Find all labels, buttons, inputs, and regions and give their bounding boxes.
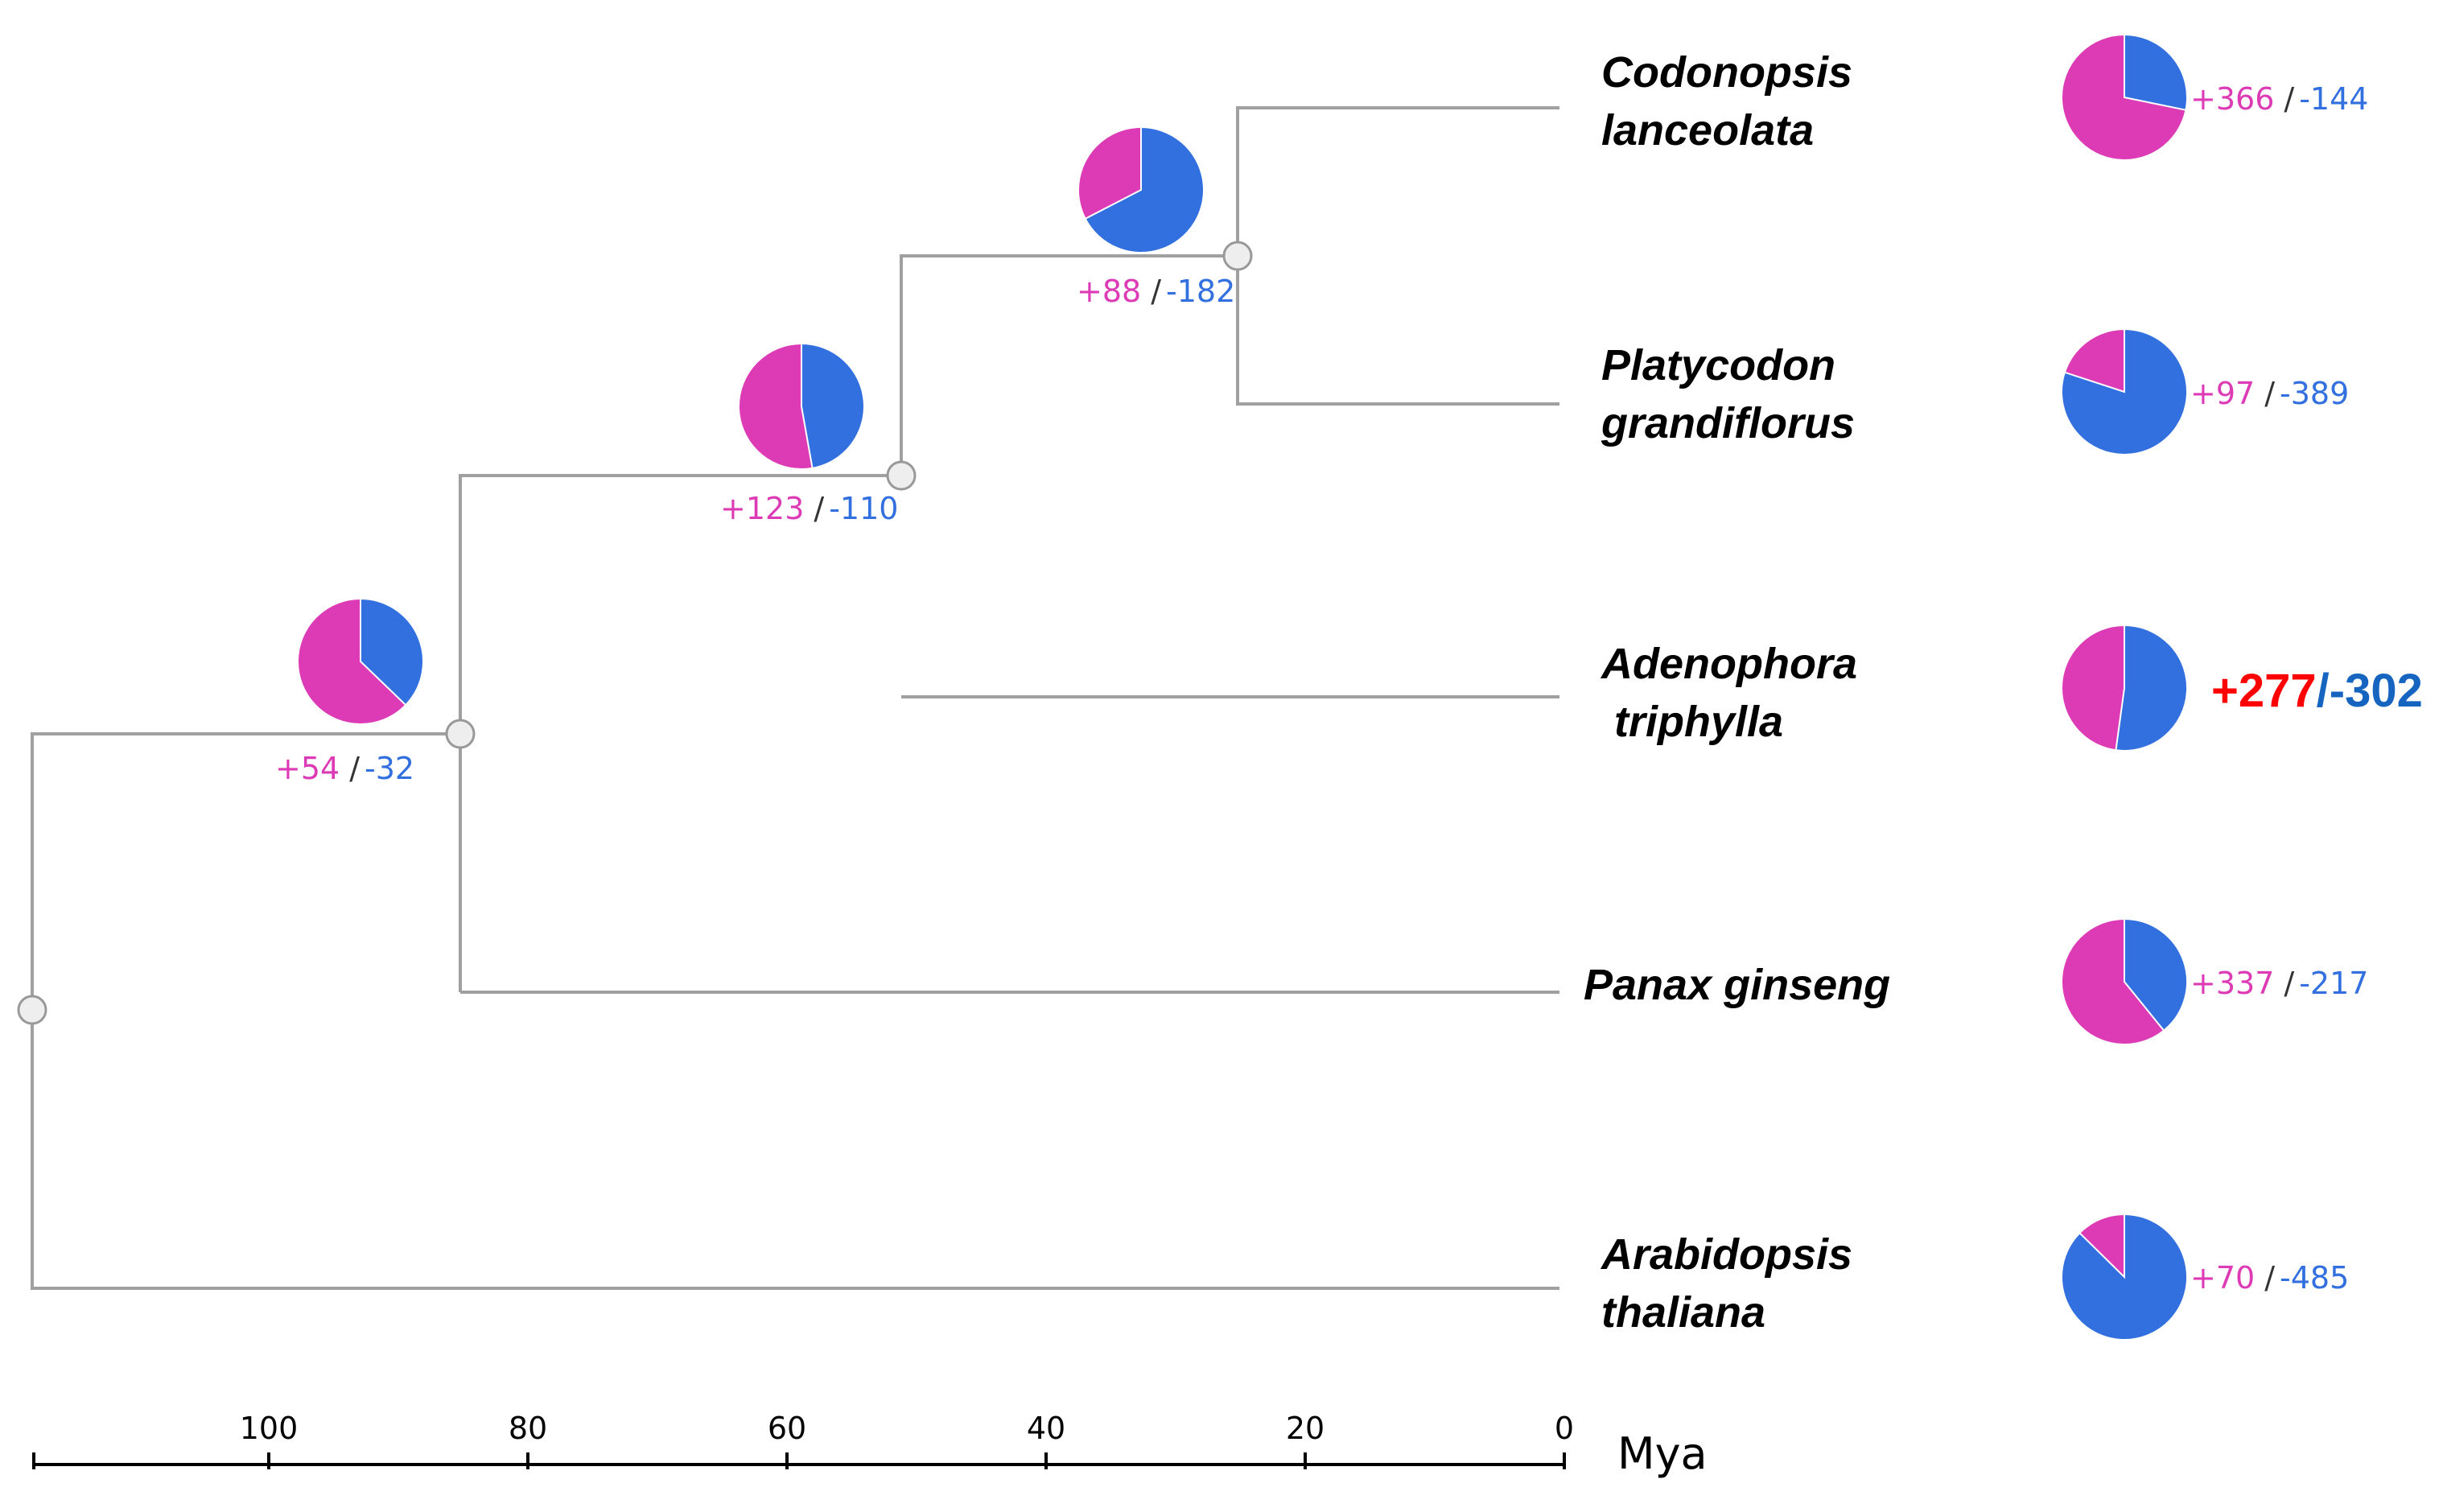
codonopsis-platycodon-node xyxy=(1222,241,1253,271)
species-3-line1: Panax ginseng xyxy=(1584,961,1890,1009)
species-2-gain: +277 xyxy=(2211,665,2317,717)
axis-unit-label: Mya xyxy=(1617,1428,1708,1479)
species-pie-1 xyxy=(2061,328,2188,455)
node-0-sep: / xyxy=(1151,274,1161,309)
species-4-gain: +70 xyxy=(2190,1260,2255,1296)
node-2-sep: / xyxy=(349,751,360,786)
node-pie-0 xyxy=(1077,126,1205,253)
species-2-line2: triphylla xyxy=(1614,698,1783,746)
species-4-loss: -485 xyxy=(2280,1260,2349,1296)
node-2-gain: +54 xyxy=(275,751,340,786)
tick-label-100: 100 xyxy=(240,1411,299,1446)
species-label-adenophora: Adenophora triphylla xyxy=(1600,640,1869,746)
campanulaceae-node xyxy=(886,460,917,491)
species-4-counts: +70/-485 xyxy=(2190,1260,2349,1296)
branch-root xyxy=(31,732,1559,1290)
tick-label-20: 20 xyxy=(1286,1411,1324,1446)
species-0-sep: / xyxy=(2284,81,2294,117)
species-2-counts: +277/-302 xyxy=(2211,665,2423,717)
species-3-loss: -217 xyxy=(2299,966,2368,1001)
root-node xyxy=(17,995,47,1025)
node-1-loss: -110 xyxy=(829,491,898,526)
species-pie-3 xyxy=(2061,917,2188,1045)
tick-label-40: 40 xyxy=(1027,1411,1065,1446)
species-0-loss: -144 xyxy=(2299,81,2368,117)
species-label-codonopsis: Codonopsis lanceolata xyxy=(1601,48,1864,154)
species-pie-0-loss xyxy=(2124,33,2188,111)
species-4-sep: / xyxy=(2264,1260,2275,1296)
tick-label-80: 80 xyxy=(509,1411,547,1446)
time-axis: 100 80 60 40 20 0 Mya xyxy=(32,1411,1708,1479)
species-label-arabidopsis: Arabidopsis thaliana xyxy=(1600,1230,1864,1337)
species-3-gain: +337 xyxy=(2190,966,2274,1001)
tick-label-0: 0 xyxy=(1555,1411,1574,1446)
species-pie-1-loss xyxy=(2061,328,2188,455)
species-3-counts: +337 /-217 xyxy=(2190,966,2368,1001)
species-pie-2-loss xyxy=(2115,624,2189,752)
species-2-loss: -302 xyxy=(2330,665,2423,717)
species-1-line1: Platycodon xyxy=(1601,341,1835,389)
asterids-node xyxy=(445,719,476,749)
node-pie-2-loss xyxy=(360,597,424,707)
species-label-panax: Panax ginseng xyxy=(1584,961,1890,1009)
branch-asterids xyxy=(459,474,901,992)
species-1-counts: +97 /-389 xyxy=(2190,376,2349,411)
species-pie-4 xyxy=(2061,1213,2189,1341)
tree-branches xyxy=(31,106,1559,1290)
species-4-line1: Arabidopsis xyxy=(1600,1230,1852,1279)
node-1-sep: / xyxy=(814,491,824,526)
species-label-platycodon: Platycodon grandiflorus xyxy=(1601,341,1855,447)
node-0-loss: -182 xyxy=(1166,274,1235,309)
species-pie-4-loss xyxy=(2061,1213,2189,1341)
species-pie-2 xyxy=(2061,624,2189,752)
species-0-gain: +366 xyxy=(2190,81,2274,117)
branch-campanulaceae-up xyxy=(900,254,1238,476)
tick-label-60: 60 xyxy=(768,1411,806,1446)
node-2-loss: -32 xyxy=(365,751,414,786)
node-1-gain: +123 xyxy=(720,491,804,526)
species-1-gain: +97 xyxy=(2190,376,2255,411)
species-0-line2: lanceolata xyxy=(1601,106,1814,154)
branch-codonopsis xyxy=(1236,106,1559,256)
species-pie-0 xyxy=(2061,33,2188,161)
node-0-counts: +88 /-182 xyxy=(1077,274,1235,309)
species-pie-3-loss xyxy=(2124,917,2188,1032)
branch-platycodon xyxy=(1236,256,1559,406)
species-1-loss: -389 xyxy=(2280,376,2349,411)
node-1-counts: +123 /-110 xyxy=(720,491,898,526)
species-2-sep: / xyxy=(2317,665,2330,717)
species-2-line1: Adenophora xyxy=(1600,640,1857,688)
species-1-line2: grandiflorus xyxy=(1601,399,1855,447)
species-3-sep: / xyxy=(2284,966,2294,1001)
node-pie-1 xyxy=(738,342,865,470)
species-0-counts: +366 /-144 xyxy=(2190,81,2368,117)
node-pie-2 xyxy=(297,597,424,725)
species-0-line1: Codonopsis xyxy=(1601,48,1852,97)
node-2-counts: +54 /-32 xyxy=(275,751,414,786)
node-0-gain: +88 xyxy=(1077,274,1141,309)
species-4-line2: thaliana xyxy=(1601,1288,1765,1337)
species-1-sep: / xyxy=(2264,376,2275,411)
node-pie-1-loss xyxy=(801,342,865,469)
node-pie-0-loss xyxy=(1084,126,1205,253)
